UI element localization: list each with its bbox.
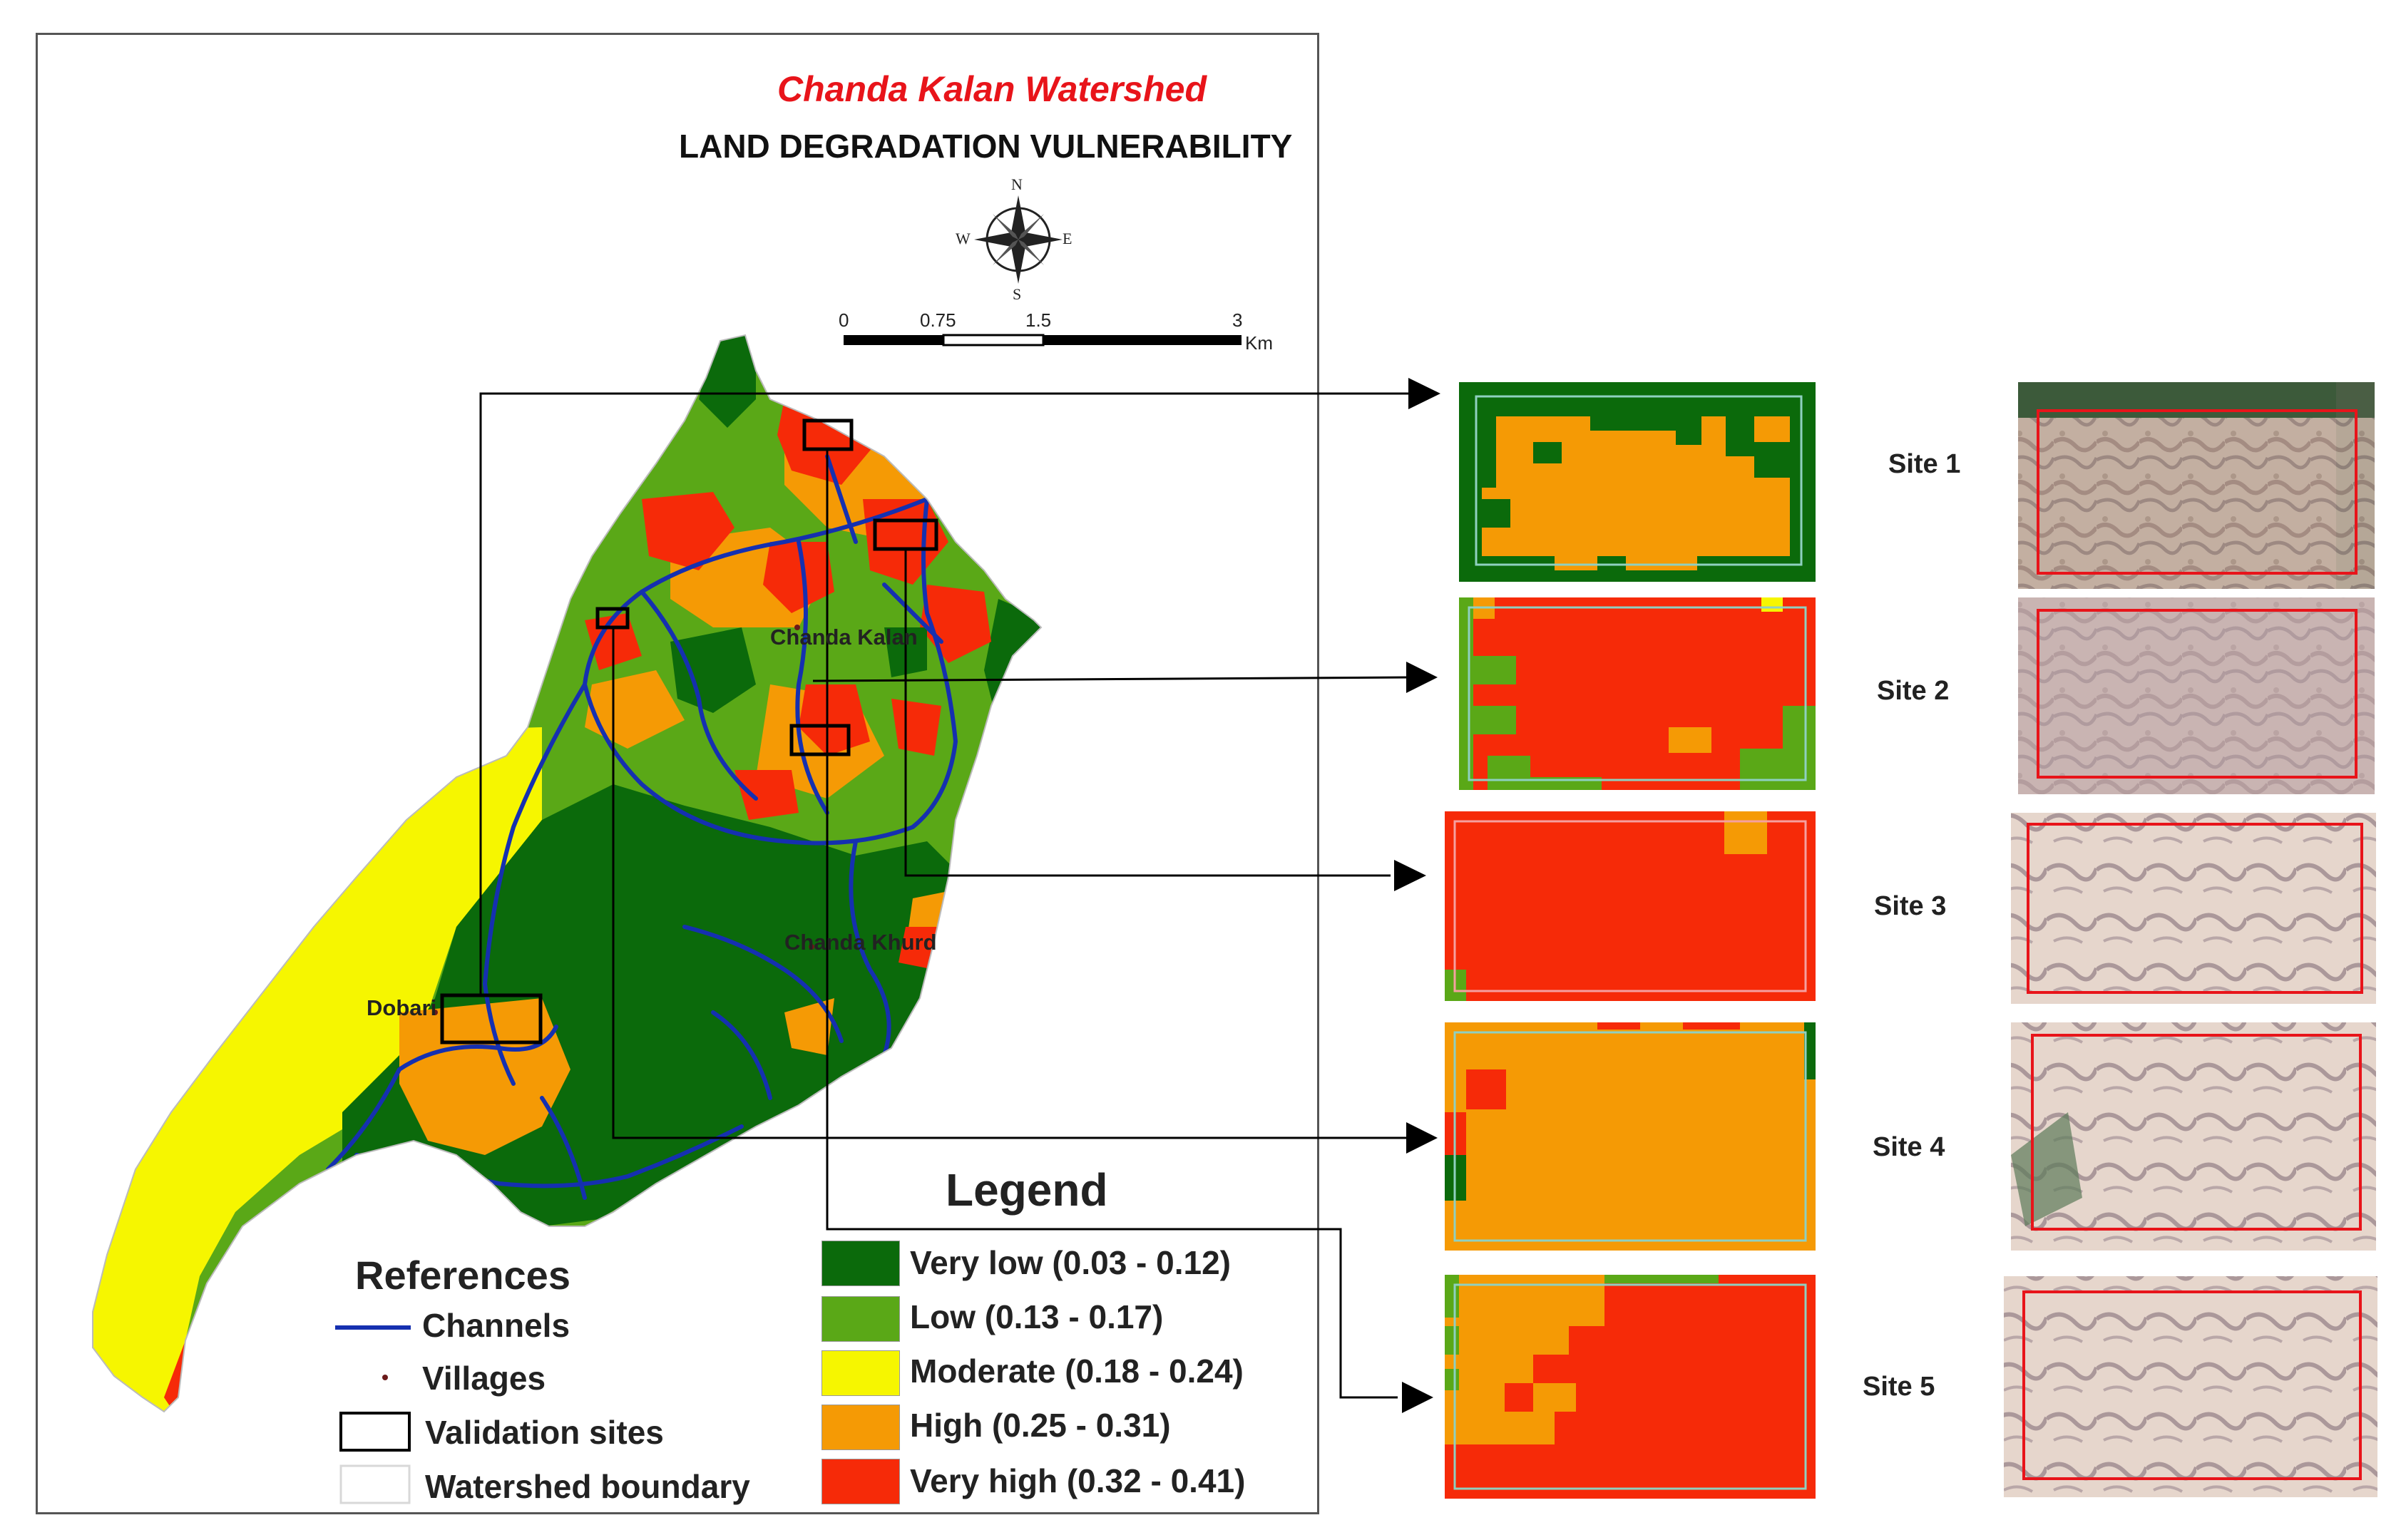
- village-label-chanda-khurd: Chanda Khurd: [784, 930, 937, 955]
- legend-swatch-low: [821, 1296, 900, 1342]
- satellite-image-2: [2018, 597, 2375, 794]
- site-map-5: [1445, 1275, 1816, 1499]
- compass-west-label: W: [956, 230, 971, 247]
- scale-tick-3: 3: [1232, 309, 1243, 331]
- village-label-dobari: Dobari: [367, 995, 437, 1020]
- village-label-chanda-kalan: Chanda Kalan: [770, 625, 918, 650]
- site-map-3: [1445, 811, 1816, 1001]
- legend-label-very-high: Very high (0.32 - 0.41): [910, 1462, 1246, 1499]
- legend-label-very-low: Very low (0.03 - 0.12): [910, 1244, 1232, 1281]
- watershed-boundary-symbol: [339, 1464, 411, 1504]
- leader-lines: [479, 392, 1413, 1399]
- references-title: References: [355, 1253, 570, 1298]
- legend-label-low: Low (0.13 - 0.17): [910, 1298, 1164, 1335]
- satellite-image-5: [2004, 1276, 2377, 1497]
- satellite-image-3: [2011, 813, 2376, 1004]
- map-subtitle: LAND DEGRADATION VULNERABILITY: [679, 128, 1293, 165]
- scale-tick-1-5: 1.5: [1025, 309, 1052, 331]
- site-label-2: Site 2: [1877, 676, 1950, 706]
- satellite-image-1: [2018, 382, 2375, 589]
- satellite-image-4: [2011, 1022, 2376, 1251]
- site-map-2: [1459, 597, 1816, 790]
- reference-validation-sites: Validation sites: [425, 1414, 664, 1451]
- scale-tick-0-75: 0.75: [920, 309, 956, 331]
- scale-tick-0: 0: [839, 309, 849, 331]
- legend-title: Legend: [946, 1164, 1108, 1216]
- legend-label-high: High (0.25 - 0.31): [910, 1407, 1171, 1444]
- references-symbols: [335, 1325, 411, 1504]
- village-symbol: [382, 1375, 388, 1380]
- reference-channels: Channels: [422, 1307, 570, 1344]
- reference-villages: Villages: [422, 1360, 546, 1397]
- site-label-5: Site 5: [1863, 1372, 1935, 1402]
- legend-swatch-very-low: [821, 1241, 900, 1286]
- legend-swatch-high: [821, 1405, 900, 1450]
- site-label-3: Site 3: [1874, 891, 1947, 921]
- site-box-5: [440, 993, 543, 1044]
- site-map-1: [1459, 382, 1816, 582]
- legend-swatch-moderate: [821, 1350, 900, 1396]
- scale-bar: [844, 334, 1242, 346]
- compass-north-label: N: [1011, 175, 1023, 193]
- compass-rose-icon: [974, 195, 1063, 284]
- legend-swatch-very-high: [821, 1459, 900, 1504]
- compass-south-label: S: [1013, 285, 1022, 303]
- site-label-4: Site 4: [1873, 1132, 1945, 1162]
- site-label-1: Site 1: [1888, 449, 1961, 479]
- watershed-boundary: [92, 334, 1043, 1413]
- validation-site-symbol: [339, 1412, 411, 1452]
- map-title: Chanda Kalan Watershed: [777, 69, 1207, 109]
- site-map-4: [1445, 1022, 1816, 1251]
- scale-unit: Km: [1245, 332, 1273, 354]
- compass-east-label: E: [1063, 230, 1073, 247]
- reference-watershed-boundary: Watershed boundary: [425, 1468, 750, 1505]
- legend-label-moderate: Moderate (0.18 - 0.24): [910, 1352, 1244, 1390]
- site-box-3: [789, 724, 851, 756]
